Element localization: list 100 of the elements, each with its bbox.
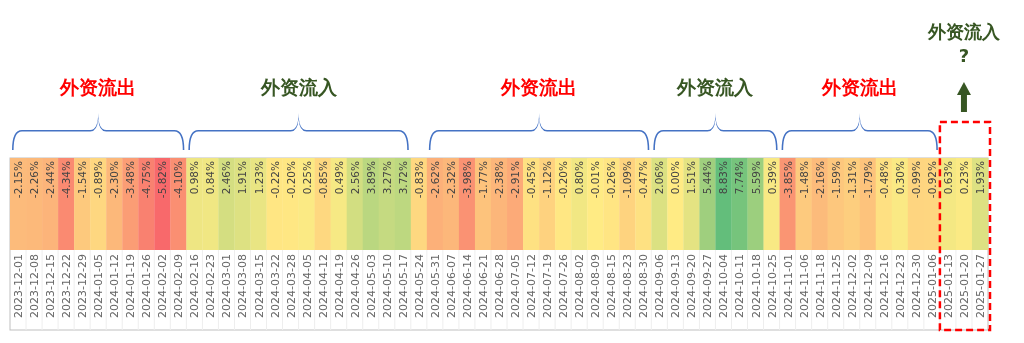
data-label: -0.20% (557, 160, 570, 199)
data-label: -0.22% (268, 160, 281, 199)
data-label: -3.98% (460, 160, 473, 199)
data-label: -2.91% (509, 160, 522, 199)
x-tick-label: 2024-04-19 (332, 254, 346, 318)
x-tick-label: 2024-01-12 (108, 254, 122, 318)
x-tick-label: 2024-06-14 (460, 254, 474, 318)
x-tick-label: 2024-02-16 (188, 254, 202, 318)
data-label: -0.92% (925, 160, 938, 199)
x-tick-label: 2024-08-09 (589, 254, 603, 318)
x-tick-label: 2024-07-26 (557, 254, 571, 318)
text: 外资流出 (59, 76, 137, 98)
x-tick-label: 2024-10-04 (717, 254, 731, 318)
x-tick-label: 2024-03-15 (252, 254, 266, 318)
x-tick-label: 2024-10-25 (765, 254, 779, 318)
data-label: -1.12% (541, 160, 554, 199)
data-label: 3.27% (380, 160, 393, 195)
data-label: 2.46% (220, 160, 233, 195)
x-tick-label: 2023-12-15 (44, 254, 58, 318)
data-label: -0.89% (92, 160, 105, 199)
x-tick-label: 2024-03-22 (268, 254, 282, 318)
x-tick-label: 2023-12-29 (76, 254, 90, 318)
x-tick-label: 2024-07-19 (541, 254, 555, 318)
x-tick-label: 2024-03-28 (284, 254, 298, 318)
x-tick-label: 2024-01-26 (140, 254, 154, 318)
x-tick-label: 2025-01-06 (925, 254, 939, 318)
x-tick-label: 2025-01-13 (941, 254, 955, 318)
data-label: -0.83% (412, 160, 425, 199)
x-tick-label: 2024-09-06 (653, 254, 667, 318)
data-label: -0.26% (605, 160, 618, 199)
x-tick-label: 2024-11-06 (797, 254, 811, 318)
data-label: -0.99% (909, 160, 922, 199)
data-label: -1.59% (829, 160, 842, 199)
data-label: -2.62% (428, 160, 441, 199)
text: 外资流入 (676, 76, 755, 98)
x-tick-label: 2024-04-05 (300, 254, 314, 318)
data-label: -1.09% (621, 160, 634, 199)
data-label: -2.16% (813, 160, 826, 199)
data-label: 2.06% (653, 160, 666, 195)
x-tick-label: 2024-05-03 (364, 254, 378, 318)
x-tick-label: 2024-06-28 (493, 254, 506, 318)
data-label: -0.47% (637, 160, 650, 199)
data-label: 1.93% (973, 160, 986, 195)
data-label: -5.82% (156, 160, 169, 199)
data-label: -4.34% (60, 160, 73, 199)
data-label: -1.77% (476, 160, 489, 199)
x-tick-label: 2024-08-15 (605, 254, 619, 318)
x-tick-label: 2024-12-09 (861, 254, 875, 318)
x-tick-label: 2024-09-27 (701, 254, 715, 318)
x-tick-label: 2024-05-17 (396, 254, 410, 318)
x-tick-label: 2024-03-01 (220, 254, 234, 318)
x-tick-label: 2024-12-02 (845, 254, 859, 318)
x-tick-label: 2024-05-31 (428, 254, 442, 318)
data-label: -1.79% (861, 160, 874, 199)
x-tick-label: 2024-04-26 (348, 254, 362, 318)
data-label: -0.20% (284, 160, 297, 199)
data-label: -3.85% (781, 160, 794, 199)
data-label: 2.56% (348, 160, 361, 195)
data-label: -0.85% (316, 160, 329, 199)
data-label: 0.00% (669, 160, 682, 195)
data-label: 0.25% (300, 160, 313, 195)
x-tick-label: 2024-12-30 (909, 254, 923, 318)
data-label: -2.26% (28, 160, 41, 199)
data-label: 0.39% (765, 160, 778, 195)
data-label: 1.91% (236, 160, 249, 195)
x-tick-label: 2024-12-23 (893, 254, 907, 318)
data-label: 3.72% (396, 160, 409, 195)
data-label: 3.89% (364, 160, 377, 195)
text: 外资流出 (500, 76, 578, 98)
x-tick-label: 2024-03-08 (236, 254, 250, 318)
data-label: 1.51% (685, 160, 698, 195)
data-label: -0.45% (525, 160, 538, 199)
data-label: -4.10% (172, 160, 185, 199)
x-tick-label: 2024-05-24 (412, 254, 426, 318)
data-label: 5.59% (749, 160, 762, 195)
data-label: 0.80% (573, 160, 586, 195)
data-label: 0.63% (941, 160, 954, 195)
data-label: -2.38% (493, 160, 505, 199)
data-label: -1.31% (845, 160, 858, 199)
data-label: -2.15% (12, 160, 25, 199)
x-tick-label: 2023-12-08 (28, 254, 42, 318)
data-label: -2.44% (44, 160, 57, 199)
x-tick-label: 2024-05-10 (380, 254, 394, 318)
x-tick-label: 2024-12-16 (877, 254, 891, 318)
x-tick-label: 2024-02-09 (172, 254, 186, 318)
text: 外资流入 ? (926, 21, 1001, 66)
x-tick-label: 2024-06-07 (444, 254, 458, 318)
x-tick-label: 2024-01-19 (124, 254, 138, 318)
data-label: -3.48% (124, 160, 137, 199)
data-label: 0.98% (188, 160, 201, 195)
x-tick-label: 2024-07-12 (525, 254, 539, 318)
text: 外资流入 (259, 76, 338, 98)
x-tick-label: 2024-09-20 (685, 254, 699, 318)
data-label: 7.74% (733, 160, 746, 195)
data-label: 0.84% (204, 160, 217, 195)
x-tick-label: 2023-12-01 (12, 254, 26, 318)
data-label: 1.23% (252, 160, 265, 195)
data-label: 0.23% (957, 160, 970, 195)
x-tick-label: 2024-01-05 (92, 254, 106, 318)
x-tick-label: 2024-08-23 (621, 254, 635, 318)
